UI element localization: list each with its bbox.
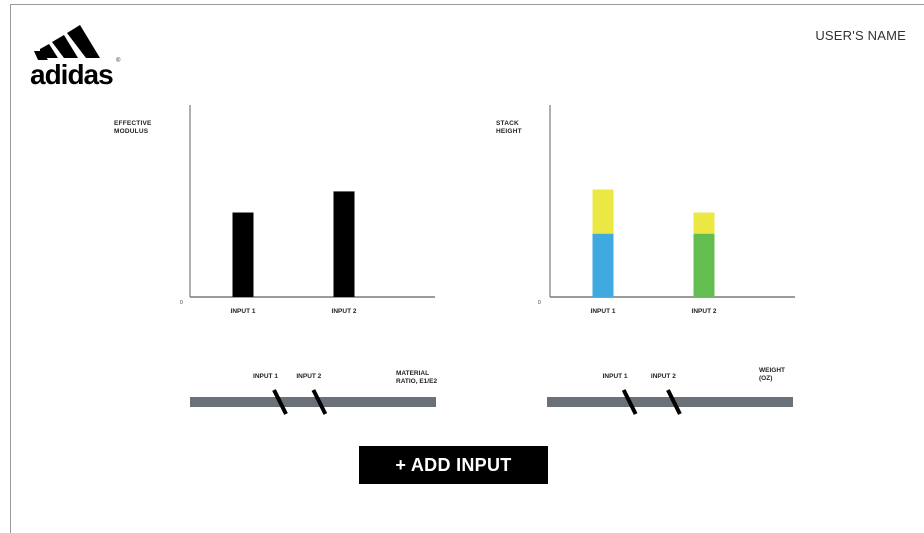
x-tick-label: INPUT 2 [691,308,717,315]
weight-slider[interactable]: WEIGHT (OZ) INPUT 1 INPUT 2 [547,360,797,420]
stack-segment-2-2[interactable] [693,212,715,234]
slider-handle-1[interactable] [621,389,638,415]
stack-height-plot [549,105,795,298]
slider-input-label: INPUT 2 [296,373,322,380]
slider-handles[interactable] [190,360,440,420]
material-ratio-slider[interactable]: MATERIAL RATIO, E1/E2 INPUT 1 INPUT 2 [190,360,440,420]
stack-segment-1-2[interactable] [592,189,614,234]
user-name[interactable]: USER'S NAME [815,28,906,43]
slider-handle-1[interactable] [272,389,288,415]
slider-track[interactable] [190,397,436,407]
adidas-mountain-icon [40,25,100,58]
x-tick-label: INPUT 2 [331,308,357,315]
y-zero-label: 0 [180,300,183,306]
slider-input-label: INPUT 1 [253,373,278,380]
slider-handle-2[interactable] [666,389,682,415]
stack-segment-2-1[interactable] [693,233,715,297]
bar-1[interactable] [232,212,254,297]
slider-track[interactable] [547,397,793,407]
adidas-logo[interactable]: adidas ® [30,20,126,90]
effective-modulus-chart: EFFECTIVE MODULUS 0 INPUT 1 INPUT 2 [114,100,450,330]
slider-title: WEIGHT (OZ) [759,367,785,382]
bar-2[interactable] [333,191,355,297]
effective-modulus-plot [189,105,435,298]
x-tick-label: INPUT 1 [230,308,256,315]
slider-handles[interactable] [547,360,797,420]
add-input-button[interactable]: + ADD INPUT [359,446,548,484]
slider-input-label: INPUT 1 [602,373,628,380]
effective-modulus-axis-label: EFFECTIVE MODULUS [114,120,152,135]
registered-mark: ® [116,58,121,64]
y-zero-label: 0 [538,300,541,306]
page-frame [10,4,924,533]
stack-height-axis-label: STACK HEIGHT [496,120,522,135]
x-tick-label: INPUT 1 [590,308,616,315]
slider-handle-2[interactable] [311,389,328,415]
slider-title: MATERIAL RATIO, E1/E2 [396,370,438,385]
stack-height-chart: STACK HEIGHT 0 INPUT 1 INPUT 2 [480,100,810,330]
stack-segment-1-1[interactable] [592,233,614,297]
logo-wordmark: adidas [30,59,114,90]
slider-input-label: INPUT 2 [650,373,676,380]
